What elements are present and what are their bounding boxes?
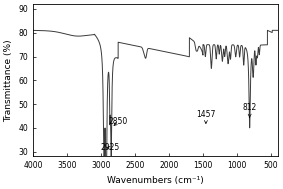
Text: 1457: 1457 <box>196 110 216 124</box>
X-axis label: Wavenumbers (cm⁻¹): Wavenumbers (cm⁻¹) <box>107 176 204 185</box>
Text: 2925: 2925 <box>100 143 120 153</box>
Text: 2850: 2850 <box>108 117 128 126</box>
Text: 812: 812 <box>243 103 257 118</box>
Y-axis label: Transmittance (%): Transmittance (%) <box>4 39 13 122</box>
